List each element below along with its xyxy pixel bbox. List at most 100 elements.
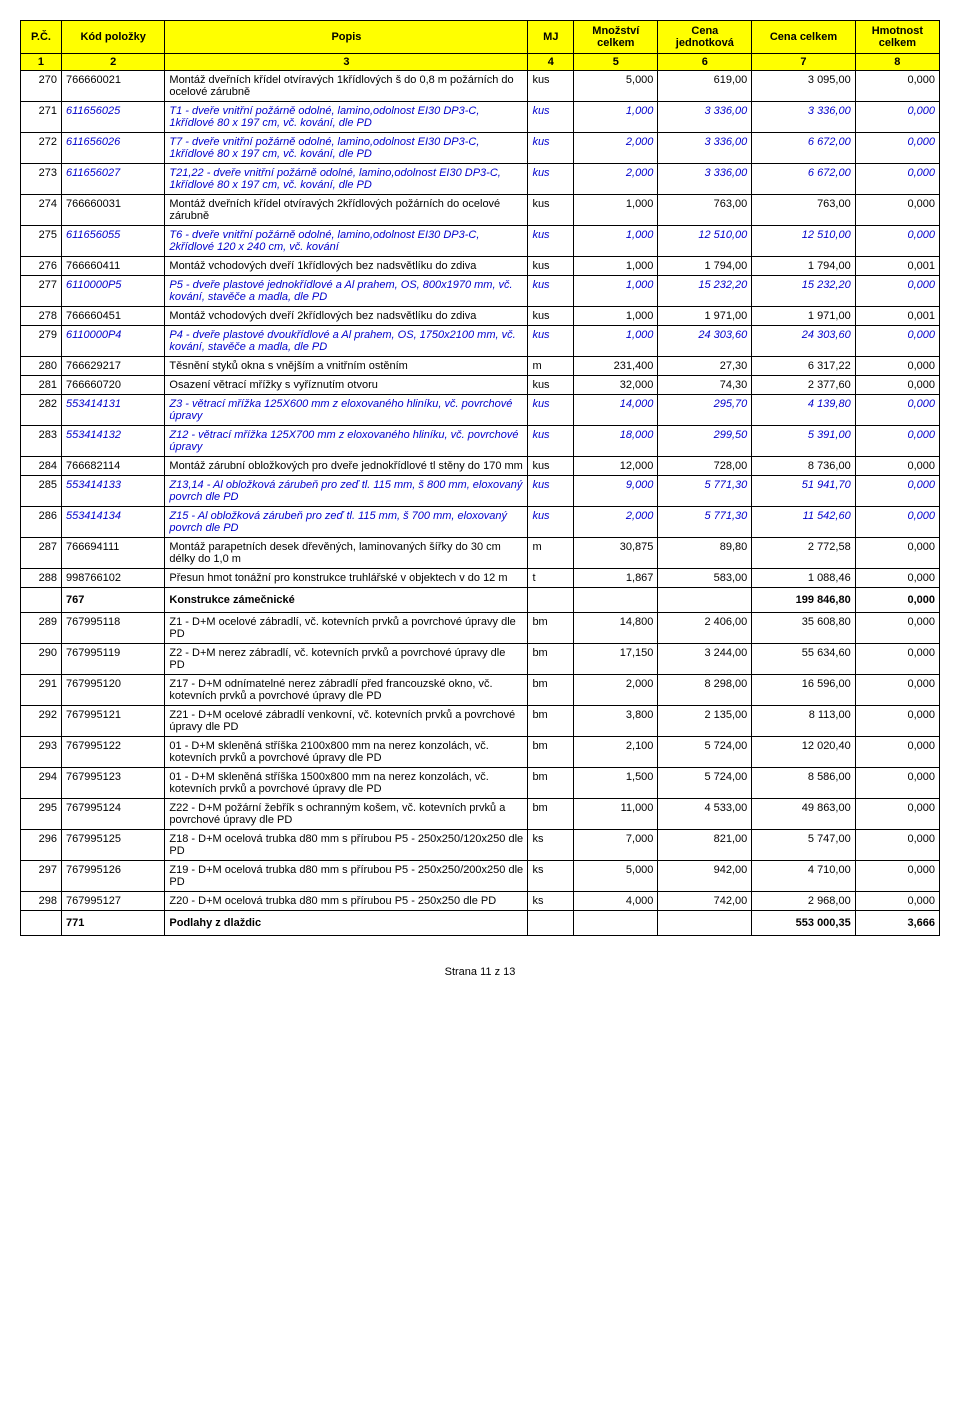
row-desc: Montáž parapetních desek dřevěných, lami… xyxy=(165,538,528,569)
row-mj: bm xyxy=(528,613,574,644)
table-row: 276766660411Montáž vchodových dveří 1kří… xyxy=(21,257,940,276)
table-row: 2796110000P4P4 - dveře plastové dvoukříd… xyxy=(21,326,940,357)
hn4: 4 xyxy=(528,54,574,71)
row-desc: P5 - dveře plastové jednokřídlové a Al p… xyxy=(165,276,528,307)
row-qty: 1,000 xyxy=(574,257,658,276)
row-total: 4 139,80 xyxy=(752,395,855,426)
row-code: 767995122 xyxy=(61,737,164,768)
row-qty: 11,000 xyxy=(574,799,658,830)
hn2: 2 xyxy=(61,54,164,71)
row-total: 4 710,00 xyxy=(752,861,855,892)
row-mj: bm xyxy=(528,768,574,799)
table-row: 2776110000P5P5 - dveře plastové jednokří… xyxy=(21,276,940,307)
row-mj: kus xyxy=(528,395,574,426)
row-total: 1 088,46 xyxy=(752,569,855,588)
table-row: 297767995126Z19 - D+M ocelová trubka d80… xyxy=(21,861,940,892)
row-desc: Z18 - D+M ocelová trubka d80 mm s přírub… xyxy=(165,830,528,861)
row-num: 285 xyxy=(21,476,62,507)
section-blank-mj xyxy=(528,911,574,936)
row-desc: Z2 - D+M nerez zábradlí, vč. kotevních p… xyxy=(165,644,528,675)
col-mj: MJ xyxy=(528,21,574,54)
col-mnozstvi: Množství celkem xyxy=(574,21,658,54)
table-row: 272611656026T7 - dveře vnitřní požárně o… xyxy=(21,133,940,164)
row-total: 2 772,58 xyxy=(752,538,855,569)
row-mj: kus xyxy=(528,326,574,357)
table-body: 270766660021Montáž dveřních křídel otvír… xyxy=(21,71,940,936)
row-unit: 3 336,00 xyxy=(658,133,752,164)
row-qty: 4,000 xyxy=(574,892,658,911)
row-unit: 12 510,00 xyxy=(658,226,752,257)
row-unit: 4 533,00 xyxy=(658,799,752,830)
row-code: 611656055 xyxy=(61,226,164,257)
row-unit: 3 244,00 xyxy=(658,644,752,675)
header-num-row: 1 2 3 4 5 6 7 8 xyxy=(21,54,940,71)
row-desc: Montáž dveřních křídel otvíravých 2křídl… xyxy=(165,195,528,226)
row-unit: 74,30 xyxy=(658,376,752,395)
row-qty: 18,000 xyxy=(574,426,658,457)
row-desc: Z13,14 - Al obložková zárubeň pro zeď tl… xyxy=(165,476,528,507)
row-mass: 0,000 xyxy=(855,861,939,892)
row-mj: m xyxy=(528,357,574,376)
row-mass: 0,000 xyxy=(855,164,939,195)
row-unit: 3 336,00 xyxy=(658,164,752,195)
table-row: 271611656025T1 - dveře vnitřní požárně o… xyxy=(21,102,940,133)
row-mass: 0,000 xyxy=(855,457,939,476)
row-mj: kus xyxy=(528,164,574,195)
row-mass: 0,000 xyxy=(855,799,939,830)
table-row: 286553414134Z15 - Al obložková zárubeň p… xyxy=(21,507,940,538)
row-num: 280 xyxy=(21,357,62,376)
row-code: 6110000P4 xyxy=(61,326,164,357)
table-row: 290767995119Z2 - D+M nerez zábradlí, vč.… xyxy=(21,644,940,675)
row-desc: Z19 - D+M ocelová trubka d80 mm s přírub… xyxy=(165,861,528,892)
row-mj: kus xyxy=(528,476,574,507)
row-desc: Z22 - D+M požární žebřík s ochranným koš… xyxy=(165,799,528,830)
row-mj: kus xyxy=(528,307,574,326)
row-qty: 1,000 xyxy=(574,276,658,307)
hn1: 1 xyxy=(21,54,62,71)
row-desc: Z3 - větrací mřížka 125X600 mm z eloxova… xyxy=(165,395,528,426)
row-num: 293 xyxy=(21,737,62,768)
table-row: 282553414131Z3 - větrací mřížka 125X600 … xyxy=(21,395,940,426)
row-total: 15 232,20 xyxy=(752,276,855,307)
row-mj: kus xyxy=(528,507,574,538)
row-total: 24 303,60 xyxy=(752,326,855,357)
col-popis: Popis xyxy=(165,21,528,54)
row-total: 35 608,80 xyxy=(752,613,855,644)
section-mass: 3,666 xyxy=(855,911,939,936)
row-unit: 821,00 xyxy=(658,830,752,861)
row-unit: 2 135,00 xyxy=(658,706,752,737)
row-mass: 0,000 xyxy=(855,675,939,706)
row-mj: kus xyxy=(528,376,574,395)
row-code: 767995127 xyxy=(61,892,164,911)
row-unit: 742,00 xyxy=(658,892,752,911)
row-total: 6 672,00 xyxy=(752,164,855,195)
row-total: 5 391,00 xyxy=(752,426,855,457)
row-mass: 0,000 xyxy=(855,395,939,426)
row-qty: 3,800 xyxy=(574,706,658,737)
row-total: 1 794,00 xyxy=(752,257,855,276)
row-desc: Montáž vchodových dveří 1křídlových bez … xyxy=(165,257,528,276)
row-qty: 2,000 xyxy=(574,164,658,195)
row-unit: 27,30 xyxy=(658,357,752,376)
row-qty: 30,875 xyxy=(574,538,658,569)
section-blank-qty xyxy=(574,588,658,613)
row-code: 767995125 xyxy=(61,830,164,861)
table-row: 298767995127Z20 - D+M ocelová trubka d80… xyxy=(21,892,940,911)
row-num: 297 xyxy=(21,861,62,892)
row-num: 279 xyxy=(21,326,62,357)
row-qty: 12,000 xyxy=(574,457,658,476)
row-code: 766660031 xyxy=(61,195,164,226)
row-num: 274 xyxy=(21,195,62,226)
row-code: 611656025 xyxy=(61,102,164,133)
section-blank-unit xyxy=(658,911,752,936)
row-mj: m xyxy=(528,538,574,569)
row-mass: 0,000 xyxy=(855,830,939,861)
row-num: 282 xyxy=(21,395,62,426)
row-num: 298 xyxy=(21,892,62,911)
row-code: 766660720 xyxy=(61,376,164,395)
table-row: 29476799512301 - D+M skleněná stříška 15… xyxy=(21,768,940,799)
row-code: 767995120 xyxy=(61,675,164,706)
row-total: 8 586,00 xyxy=(752,768,855,799)
row-num: 277 xyxy=(21,276,62,307)
row-total: 1 971,00 xyxy=(752,307,855,326)
